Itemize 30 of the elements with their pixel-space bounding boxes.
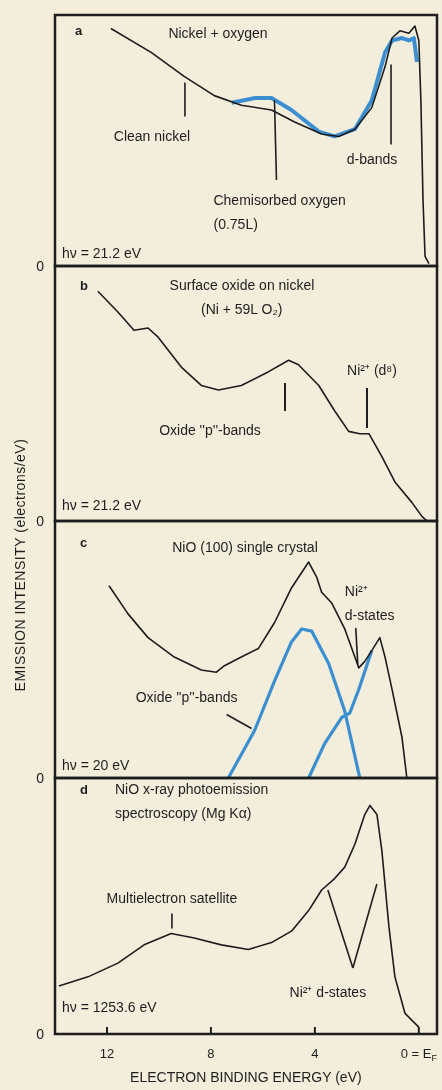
x-tick-label: 12 [99,1046,115,1061]
annotation: hν = 1253.6 eV [62,999,158,1015]
chart-title: a [75,23,83,38]
annotation: Oxide ''p''-bands [135,689,238,706]
annotation: Multielectron satellite [106,890,238,907]
annotation: hν = 20 eV [62,757,130,773]
annotation: hν = 21.2 eV [62,245,142,261]
chart-title: b [80,278,88,293]
chart-subtitle: NiO (100) single crystal [172,539,318,555]
text: 0 [36,258,45,274]
chart-subtitle: Surface oxide on nickel (Ni + 59L O₂) [169,277,315,317]
chart-title: d [80,782,88,797]
x-axis-title: ELECTRON BINDING ENERGY (eV) [130,1069,362,1085]
chart-subtitle: Nickel + oxygen [168,25,268,41]
x-tick-label: 8 [207,1046,215,1061]
x-tick-label: 4 [311,1046,319,1061]
annotation: Ni²⁺ d-states [344,582,395,623]
annotation: Ni²⁺ d-states [289,984,367,1000]
annotation: hν = 21.2 eV [62,497,142,513]
annotation: Oxide ''p''-bands [159,422,261,438]
annotation: Chemisorbed oxygen (0.75L) [213,192,346,233]
annotation: Ni²⁺ (d⁸) [347,362,397,378]
annotation: Clean nickel [113,128,191,145]
chart-title: c [80,535,88,550]
text: 0 [36,1026,45,1042]
chart-subtitle: NiO x-ray photoemission spectroscopy (Mg Kα) [115,781,269,821]
text: 0 [36,513,45,529]
text: 0 [36,770,45,786]
annotation: d-bands [346,151,398,168]
y-axis-title: EMISSION INTENSITY (electrons/eV) [11,437,29,694]
